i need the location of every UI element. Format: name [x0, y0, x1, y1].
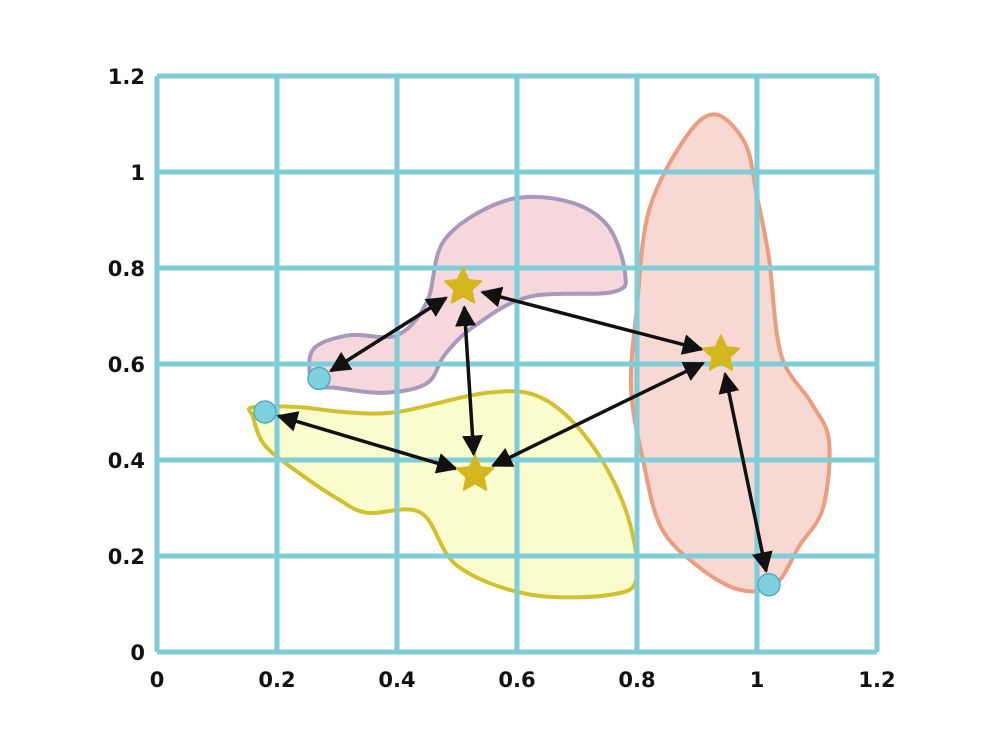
y-tick-label: 0.2 — [108, 545, 145, 569]
star-icon — [443, 267, 483, 304]
y-tick-label: 0.4 — [108, 449, 145, 473]
y-tick-label: 0.6 — [108, 353, 145, 377]
x-tick-label: 0.8 — [618, 668, 655, 692]
x-tick-label: 1.2 — [858, 668, 895, 692]
arrow-c2-p2 — [276, 411, 458, 474]
arrow-c1-c2 — [455, 305, 483, 457]
star-icon — [701, 334, 741, 371]
y-tick-label: 1.2 — [108, 65, 145, 89]
arrow-c2-c3 — [491, 361, 705, 468]
cluster-centers — [443, 267, 741, 491]
data-point-p1 — [307, 366, 331, 391]
x-tick-label: 0.4 — [378, 668, 415, 692]
data-point-p2 — [253, 400, 277, 424]
data-point-p3 — [757, 573, 781, 597]
x-tick-label: 1 — [750, 668, 765, 692]
x-tick-label: 0 — [150, 668, 165, 692]
arrow-c1-c3 — [480, 286, 704, 355]
y-tick-label: 0.8 — [108, 257, 145, 281]
arrow-c3-p3 — [718, 371, 773, 574]
star-icon — [455, 454, 495, 491]
tick-labels: 0 0.2 0.4 0.6 0.8 1 1.2 0 0.2 0.4 0.6 0.8 1 1.2 — [108, 65, 896, 692]
x-tick-label: 0.2 — [258, 668, 295, 692]
y-tick-label: 1 — [130, 161, 145, 185]
y-tick-label: 0 — [130, 641, 145, 665]
arrow-c1-p1 — [329, 296, 448, 373]
cluster-regions — [246, 112, 832, 600]
data-points — [253, 366, 781, 597]
x-tick-label: 0.6 — [498, 668, 535, 692]
arrows — [276, 286, 773, 574]
